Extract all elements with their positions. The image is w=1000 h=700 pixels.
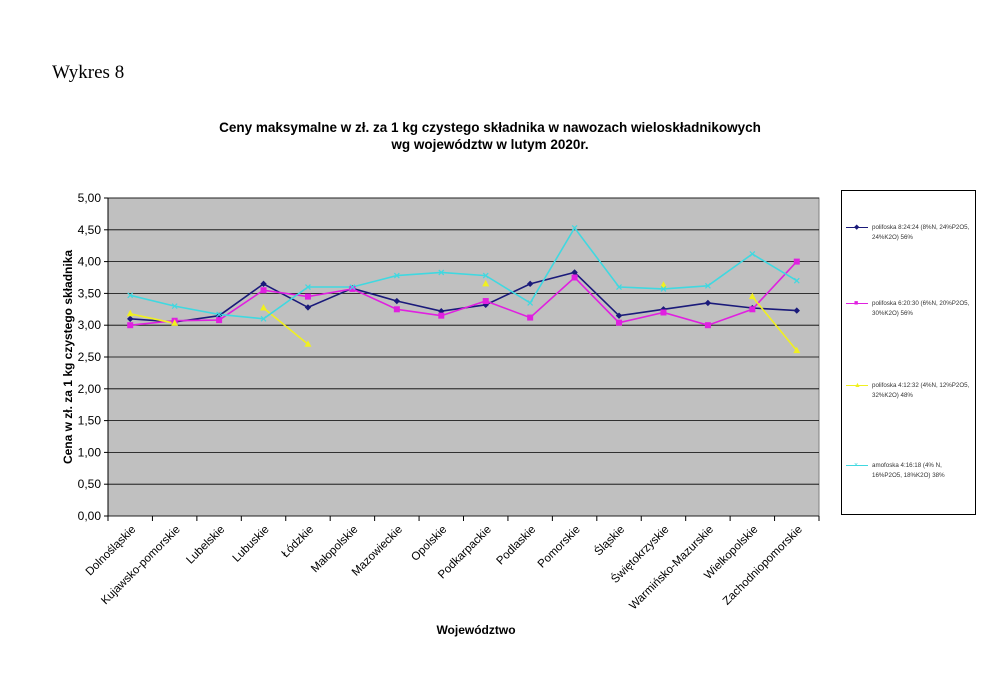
y-tick-label: 4,00 [78,255,102,269]
series-line [130,313,175,325]
data-point [260,315,267,322]
legend-label: amofoska 4:16:18 (4% N, 16%P2O5, 18%K2O)… [872,462,945,479]
data-point [659,281,667,288]
legend-line-swatch [846,227,868,228]
data-point [704,282,711,289]
chart-title-line2: wg województw w lutym 2020r. [391,137,589,152]
data-point [793,307,800,314]
series-lines [130,226,798,352]
chart-title-line1: Ceny maksymalne w zł. za 1 kg czystego s… [219,120,761,135]
gridlines [108,197,819,517]
data-point [260,287,267,294]
data-point [304,304,312,311]
x-axis-label: Województwo [436,623,515,637]
data-point [616,284,622,290]
legend-marker: ▲ [854,382,861,389]
data-point [749,251,756,257]
y-tick-label: 4,50 [78,223,102,237]
data-point [393,272,400,279]
data-point [126,309,134,317]
data-point [615,312,623,319]
data-point [482,298,489,305]
legend-marker: × [854,462,859,469]
data-point [393,306,400,313]
data-point [526,280,534,288]
legend: ◆ polifoska 8:24:24 (8%N, 24%P2O5, 24%K2O… [841,190,976,515]
data-point [438,269,445,276]
y-tick-label: 1,00 [78,445,102,459]
legend-label: polifoska 4:12:32 (4%N, 12%P2O5, 32%K2O)… [872,382,970,399]
data-point [527,314,534,321]
data-point [748,292,756,300]
x-tick-label: Podlaskie [495,524,539,568]
legend-line-swatch [846,465,868,466]
data-point [260,280,267,288]
y-tick-label: 5,00 [78,191,102,205]
data-point [704,322,711,329]
data-point [393,297,401,305]
data-point [482,279,490,287]
x-tick-label: Lubelskie [184,524,227,567]
legend-marker: ◆ [854,224,860,231]
data-point [571,224,578,231]
figure-heading: Wykres 8 [52,62,125,83]
data-point [527,300,534,306]
data-point [304,293,311,300]
data-point [571,269,578,276]
data-point [438,312,445,319]
legend-line-swatch [846,385,868,386]
data-point [482,272,489,279]
y-tick-label: 0,50 [78,477,102,491]
series-line [130,226,798,320]
y-tick-label: 0,00 [78,509,102,523]
y-tick-label: 3,00 [78,318,102,332]
data-point [793,277,800,284]
legend-label: polifoska 8:24:24 (8%N, 24%P2O5, 24%K2O)… [872,224,970,241]
x-tick-label: Śląskie [592,523,627,558]
data-point [349,285,356,292]
x-tick-label: Warmińsko-Mazurskie [627,524,716,613]
data-point [127,292,134,299]
data-point [304,340,312,347]
x-tick-label: Kujawsko-pomorskie [99,524,183,608]
y-tick-label: 2,00 [78,382,102,396]
data-point [616,319,623,326]
x-tick-label: Pomorskie [536,524,583,571]
x-tick-label: Lubuskie [231,524,272,565]
data-point [660,309,667,316]
y-axis-ticks: 0,00 0,50 1,00 1,50 2,00 2,50 3,00 3,50 4,00 4,50… [78,191,109,523]
data-point [793,258,800,265]
data-point [305,284,311,290]
data-point [216,317,223,324]
legend-marker: ■ [854,300,859,307]
data-point [171,303,178,310]
x-tick-label: Zachodniopomorskie [721,524,805,608]
data-point [127,315,134,323]
series-points [126,224,801,354]
y-axis-label: Cena w zł. za 1 kg czystego składnika [61,250,75,464]
data-point [793,346,801,354]
data-point [704,299,712,307]
y-tick-label: 3,50 [78,286,102,300]
y-tick-label: 1,50 [78,414,102,428]
data-point [260,304,268,311]
x-tick-label: Opolskie [409,524,449,564]
data-point [571,274,578,281]
y-tick-label: 2,50 [78,350,102,364]
data-point [349,284,356,290]
series-line [130,261,798,327]
data-point [127,322,134,329]
data-point [171,319,179,326]
series-line [751,296,798,352]
legend-line-swatch [846,303,868,304]
data-point [660,286,667,292]
legend-label: polifoska 6:20:30 (6%N, 20%P2O5, 30%K2O)… [872,300,970,317]
x-tick-label: Łódzkie [280,524,317,561]
data-point [749,306,756,313]
data-point [216,311,223,318]
